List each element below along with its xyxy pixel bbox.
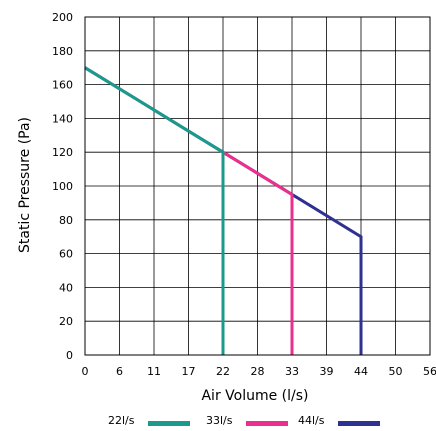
y-tick-label: 160: [52, 79, 73, 92]
y-tick-label: 40: [59, 281, 73, 294]
y-tick-label: 0: [66, 349, 73, 362]
grid: [84, 16, 431, 356]
series-group: [84, 66, 363, 355]
x-tick-label: 6: [116, 365, 123, 378]
x-tick-label: 28: [251, 365, 265, 378]
x-tick-label: 22: [216, 365, 230, 378]
legend-label-22l-s: 22l/s: [108, 414, 135, 427]
y-axis-title: Static Pressure (Pa): [17, 117, 33, 253]
y-tick-label: 180: [52, 45, 73, 58]
x-tick-label: 0: [82, 365, 89, 378]
series-line-22l-s: [84, 66, 225, 355]
y-tick-labels: 0 20 40 60 80 100 120 140 160 180 200: [52, 11, 73, 362]
legend-swatch-22l-s: [148, 421, 190, 426]
y-tick-label: 60: [59, 248, 73, 261]
legend-label-33l-s: 33l/s: [206, 414, 233, 427]
y-tick-label: 80: [59, 214, 73, 227]
y-tick-label: 140: [52, 112, 73, 125]
x-tick-labels: 0 6 11 17 22 28 33 39 44 50 56: [82, 365, 436, 378]
y-tick-label: 120: [52, 146, 73, 159]
plot-frame: [84, 16, 431, 356]
series-line-33l-s: [222, 150, 294, 355]
x-tick-label: 11: [147, 365, 161, 378]
legend-swatch-33l-s: [246, 421, 288, 426]
y-tick-label: 20: [59, 315, 73, 328]
x-tick-label: 17: [182, 365, 196, 378]
x-tick-label: 39: [320, 365, 334, 378]
x-tick-label: 56: [423, 365, 436, 378]
x-tick-label: 50: [389, 365, 403, 378]
plot-border: [84, 16, 431, 356]
x-tick-label: 33: [285, 365, 299, 378]
x-tick-label: 44: [354, 365, 368, 378]
y-tick-label: 100: [52, 180, 73, 193]
legend-label-44l-s: 44l/s: [298, 414, 325, 427]
legend-swatch-44l-s: [338, 421, 380, 426]
x-axis-title: Air Volume (l/s): [201, 388, 308, 404]
y-tick-label: 200: [52, 11, 73, 24]
legend: 22l/s 33l/s 44l/s: [108, 414, 380, 427]
